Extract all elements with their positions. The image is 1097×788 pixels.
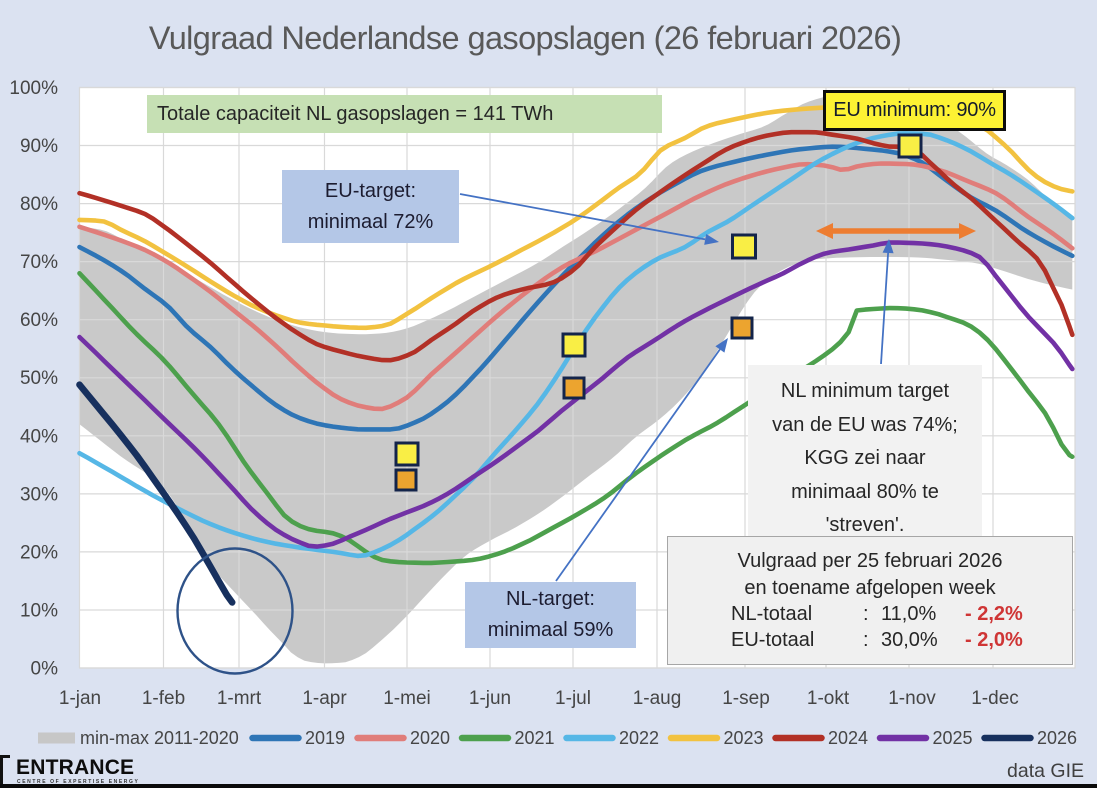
svg-text:60%: 60% bbox=[20, 310, 58, 331]
svg-text:70%: 70% bbox=[20, 252, 58, 273]
svg-text:0%: 0% bbox=[31, 659, 59, 680]
svg-text:min-max 2011-2020: min-max 2011-2020 bbox=[80, 728, 239, 748]
svg-text:10%: 10% bbox=[20, 601, 58, 622]
svg-text:1-feb: 1-feb bbox=[142, 688, 185, 709]
svg-text:50%: 50% bbox=[20, 368, 58, 389]
svg-text:2024: 2024 bbox=[828, 728, 868, 748]
svg-text:2026: 2026 bbox=[1037, 728, 1077, 748]
svg-text:1-jan: 1-jan bbox=[59, 688, 101, 709]
svg-text:2019: 2019 bbox=[305, 728, 345, 748]
svg-text:80%: 80% bbox=[20, 194, 58, 215]
svg-text:1-jul: 1-jul bbox=[555, 688, 591, 709]
svg-text:1-apr: 1-apr bbox=[302, 688, 347, 709]
svg-text:2021: 2021 bbox=[515, 728, 555, 748]
svg-text:1-nov: 1-nov bbox=[888, 688, 936, 709]
svg-text:1-mei: 1-mei bbox=[383, 688, 431, 709]
svg-text:20%: 20% bbox=[20, 542, 58, 563]
svg-text:2025: 2025 bbox=[933, 728, 973, 748]
svg-text:90%: 90% bbox=[20, 136, 58, 157]
svg-text:40%: 40% bbox=[20, 426, 58, 447]
svg-text:1-sep: 1-sep bbox=[722, 688, 770, 709]
svg-text:100%: 100% bbox=[9, 78, 58, 99]
svg-text:2022: 2022 bbox=[619, 728, 659, 748]
svg-text:1-okt: 1-okt bbox=[807, 688, 850, 709]
svg-text:1-mrt: 1-mrt bbox=[217, 688, 262, 709]
svg-text:1-jun: 1-jun bbox=[469, 688, 511, 709]
svg-text:1-aug: 1-aug bbox=[633, 688, 682, 709]
svg-text:2023: 2023 bbox=[724, 728, 764, 748]
svg-text:2020: 2020 bbox=[410, 728, 450, 748]
svg-text:1-dec: 1-dec bbox=[971, 688, 1019, 709]
svg-text:30%: 30% bbox=[20, 484, 58, 505]
